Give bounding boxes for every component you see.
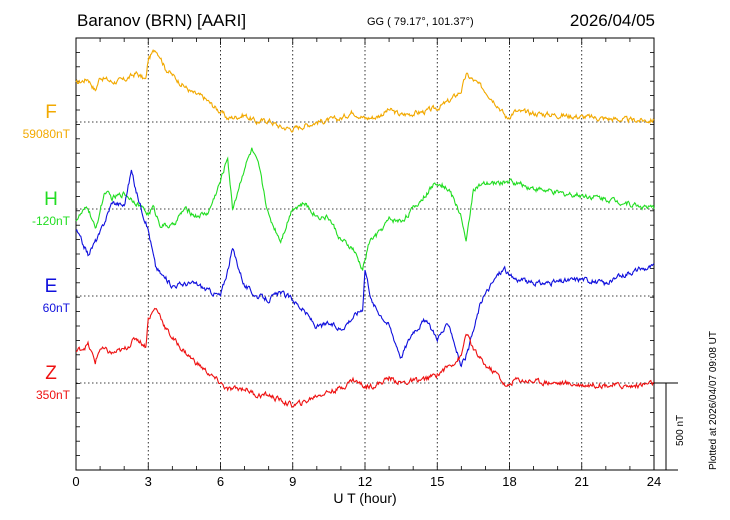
frame-ticks (75, 37, 655, 471)
coords-label: GG ( 79.17°, 101.37°) (367, 16, 474, 28)
series-line-z (76, 307, 655, 408)
plotted-at-note: Plotted at 2026/04/07 09:08 UT (708, 331, 719, 470)
series-baseline-h: -120nT (32, 214, 71, 228)
x-tick-label: 3 (145, 474, 152, 489)
x-axis-label: U T (hour) (333, 490, 396, 506)
series-baseline-z: 350nT (36, 388, 71, 402)
series-name-z: Z (45, 363, 57, 384)
scale-bar (654, 382, 678, 471)
series-labels: F 59080nT H -120nT E 60nT Z 350nT (23, 102, 71, 402)
x-tick-label: 15 (430, 474, 444, 489)
series-line-h (75, 147, 655, 271)
x-tick-label: 9 (289, 474, 296, 489)
x-tick-label: 6 (217, 474, 224, 489)
series-name-e: E (45, 276, 58, 297)
series-name-f: F (45, 102, 57, 123)
x-tick-label: 0 (72, 474, 79, 489)
x-tick-label: 18 (502, 474, 516, 489)
series-line-e (75, 169, 655, 368)
series-baseline-e: 60nT (43, 301, 71, 315)
x-tick-labels: 0 3 6 9 12 15 18 21 24 (72, 474, 661, 489)
series-baseline-f: 59080nT (23, 127, 71, 141)
series-line-f (75, 48, 655, 133)
series-name-h: H (44, 189, 58, 210)
series-lines (75, 48, 655, 408)
scale-bar-label: 500 nT (675, 415, 686, 446)
station-title: Baranov (BRN) [AARI] (77, 11, 246, 30)
x-tick-label: 24 (647, 474, 661, 489)
grid-lines (76, 38, 654, 470)
x-tick-label: 12 (358, 474, 372, 489)
date-label: 2026/04/05 (570, 11, 655, 30)
x-tick-label: 21 (575, 474, 589, 489)
